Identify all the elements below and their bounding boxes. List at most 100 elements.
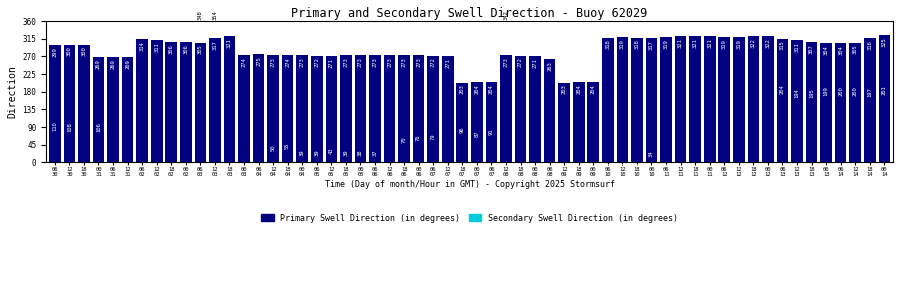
Text: 348: 348: [198, 11, 202, 20]
Bar: [311, 147, 322, 162]
Text: 319: 319: [736, 39, 742, 49]
Text: 87: 87: [474, 130, 480, 137]
Bar: [456, 83, 468, 162]
Text: 311: 311: [154, 42, 159, 52]
Bar: [253, 55, 265, 162]
Text: 307: 307: [809, 44, 814, 54]
Text: 300: 300: [81, 46, 86, 56]
Bar: [267, 55, 279, 162]
Text: 342: 342: [503, 11, 508, 20]
Bar: [282, 55, 293, 162]
Text: 50: 50: [271, 145, 275, 151]
Bar: [93, 57, 104, 162]
Bar: [631, 38, 643, 162]
Text: 321: 321: [678, 38, 683, 48]
Bar: [486, 127, 497, 162]
Bar: [471, 82, 482, 162]
Text: 55: 55: [285, 143, 290, 149]
Bar: [282, 141, 293, 162]
Text: 38: 38: [358, 149, 363, 156]
Text: 321: 321: [707, 38, 712, 48]
Bar: [500, 55, 512, 162]
Text: 318: 318: [634, 40, 639, 49]
Bar: [645, 38, 657, 162]
Text: 272: 272: [314, 58, 319, 67]
Text: 319: 319: [722, 39, 726, 49]
Bar: [791, 40, 803, 162]
Bar: [166, 42, 177, 162]
Bar: [64, 45, 76, 162]
Text: 204: 204: [576, 84, 581, 94]
Text: 79: 79: [431, 133, 436, 140]
Text: 37: 37: [373, 150, 377, 156]
Text: 43: 43: [328, 147, 334, 154]
Bar: [223, 36, 235, 162]
Bar: [718, 37, 730, 162]
Text: 263: 263: [547, 61, 552, 71]
Bar: [704, 36, 716, 162]
Text: 106: 106: [96, 123, 101, 133]
Bar: [311, 56, 322, 162]
Bar: [413, 133, 425, 162]
Bar: [748, 36, 760, 162]
Text: 273: 273: [358, 57, 363, 67]
Text: 319: 319: [663, 39, 669, 49]
Bar: [296, 55, 308, 162]
Bar: [355, 147, 366, 162]
Text: 200: 200: [852, 86, 858, 96]
Text: 304: 304: [824, 45, 829, 55]
Bar: [267, 143, 279, 162]
Text: 318: 318: [606, 40, 610, 49]
Bar: [791, 86, 803, 162]
Text: 325: 325: [882, 37, 886, 46]
Text: 273: 273: [401, 57, 407, 67]
Bar: [428, 131, 439, 162]
X-axis label: Time (Day of month/Hour in GMT) - Copyright 2025 Stormsurf: Time (Day of month/Hour in GMT) - Copyri…: [325, 180, 615, 189]
Text: 195: 195: [809, 88, 814, 98]
Bar: [151, 40, 163, 162]
Text: 317: 317: [649, 40, 654, 50]
Bar: [544, 59, 555, 162]
Text: 322: 322: [765, 38, 770, 48]
Text: 273: 273: [344, 57, 348, 67]
Title: Primary and Secondary Swell Direction - Buoy 62029: Primary and Secondary Swell Direction - …: [292, 7, 648, 20]
Text: 273: 273: [300, 57, 305, 67]
Bar: [616, 37, 628, 162]
Text: 96: 96: [460, 127, 464, 133]
Bar: [399, 135, 410, 162]
Bar: [296, 147, 308, 162]
Bar: [136, 39, 148, 162]
Bar: [878, 83, 890, 162]
Text: 273: 273: [373, 57, 377, 67]
Bar: [122, 57, 133, 162]
Text: 5: 5: [663, 162, 669, 166]
Text: 273: 273: [503, 57, 508, 67]
Bar: [602, 161, 614, 162]
Text: 275: 275: [256, 56, 261, 66]
Text: 203: 203: [460, 85, 464, 94]
Legend: Primary Swell Direction (in degrees), Secondary Swell Direction (in degrees): Primary Swell Direction (in degrees), Se…: [258, 210, 681, 226]
Bar: [588, 82, 599, 162]
Text: 271: 271: [446, 58, 450, 68]
Text: 269: 269: [125, 59, 130, 68]
Text: 76: 76: [416, 134, 421, 141]
Bar: [78, 45, 90, 162]
Text: 39: 39: [300, 149, 305, 155]
Text: 204: 204: [474, 84, 480, 94]
Text: 321: 321: [693, 38, 698, 48]
Bar: [355, 55, 366, 162]
Text: 321: 321: [227, 38, 232, 48]
Text: 200: 200: [838, 86, 843, 96]
Bar: [661, 160, 672, 162]
Text: 271: 271: [533, 58, 537, 68]
Text: 304: 304: [838, 45, 843, 55]
Bar: [486, 82, 497, 162]
Bar: [661, 37, 672, 162]
Bar: [64, 120, 76, 162]
Bar: [645, 149, 657, 162]
Bar: [399, 55, 410, 162]
Text: 317: 317: [212, 40, 218, 50]
Bar: [209, 38, 220, 162]
Bar: [340, 147, 352, 162]
Bar: [806, 42, 817, 162]
